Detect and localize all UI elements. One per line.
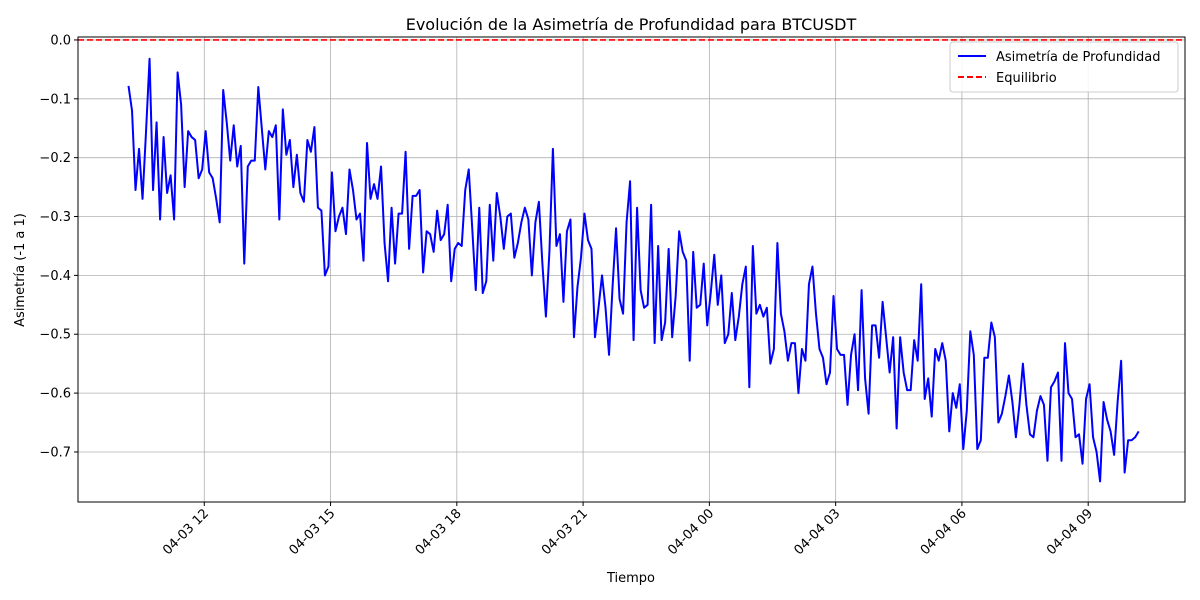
data-layer — [78, 39, 1185, 483]
plot-frame — [77, 36, 1186, 503]
y-tick-label: −0.7 — [39, 445, 71, 460]
y-tick-label: 0.0 — [50, 33, 71, 48]
y-tick-label: −0.3 — [39, 210, 71, 225]
y-tick-label: −0.1 — [39, 92, 71, 107]
y-axis-label: Asimetría (-1 a 1) — [13, 213, 28, 327]
legend-label-equilibrium: Equilibrio — [996, 71, 1057, 86]
series-line-depth-asymmetry — [127, 57, 1140, 483]
y-tick-label: −0.4 — [39, 269, 71, 284]
y-tick-label: −0.5 — [39, 328, 71, 343]
legend: Asimetría de Profundidad Equilibrio — [949, 41, 1179, 93]
y-tick-label: −0.6 — [39, 387, 71, 402]
chart-title: Evolución de la Asimetría de Profundidad… — [406, 15, 857, 34]
x-axis-label: Tiempo — [606, 571, 655, 586]
y-tick-label: −0.2 — [39, 151, 71, 166]
legend-box — [949, 41, 1179, 93]
legend-label-depth: Asimetría de Profundidad — [996, 50, 1161, 65]
